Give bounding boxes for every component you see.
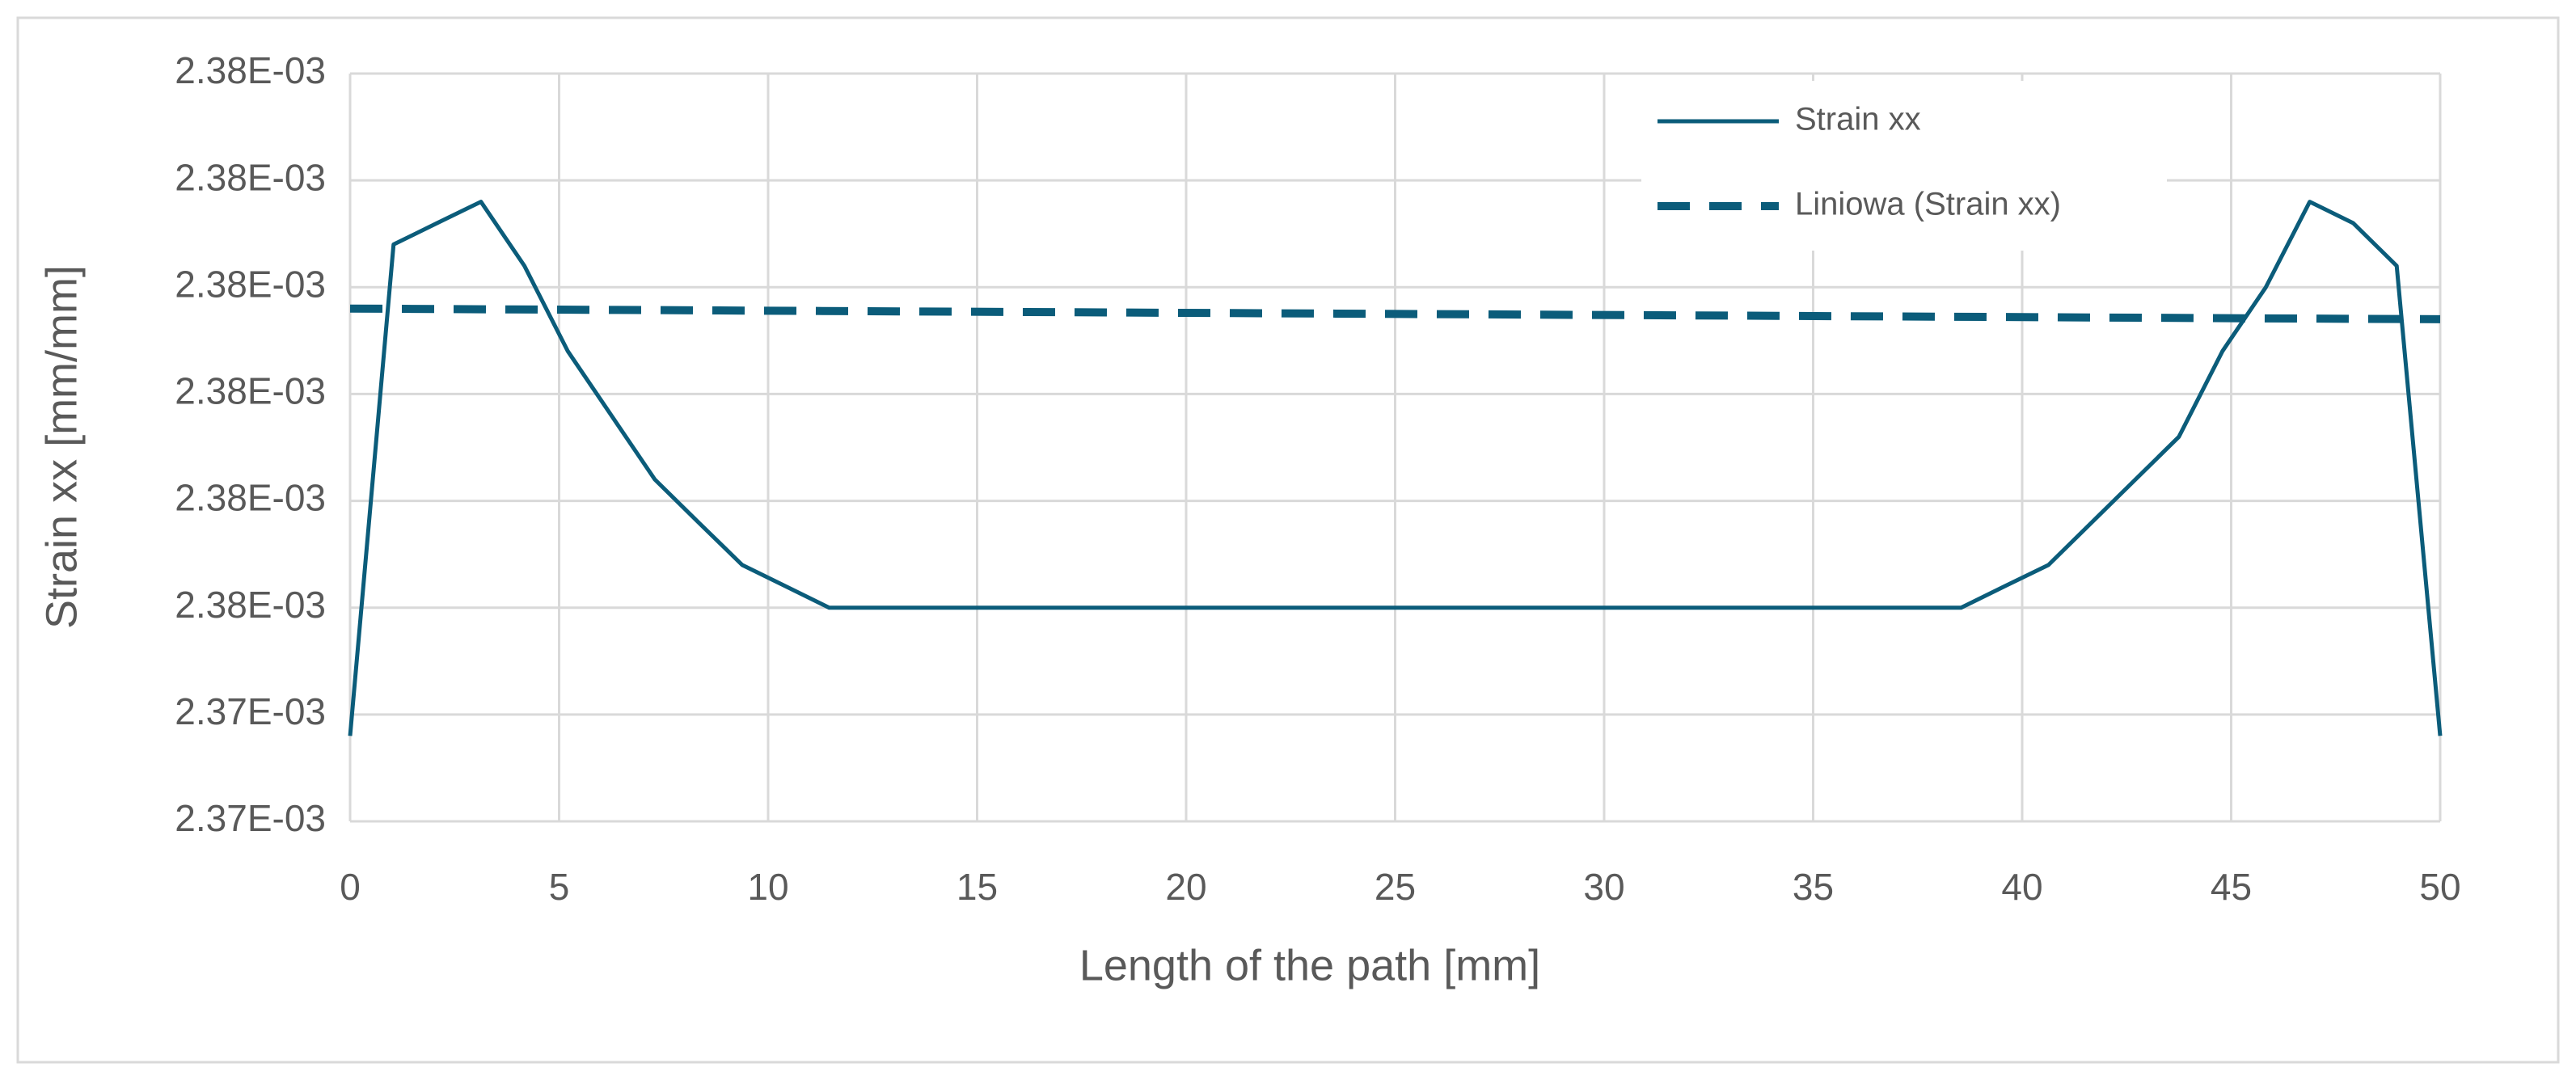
y-tick-label: 2.38E-03: [175, 49, 326, 91]
legend-box: [1641, 81, 2167, 251]
x-tick-label: 35: [1793, 866, 1834, 908]
y-tick-label: 2.38E-03: [175, 370, 326, 412]
x-axis-label: Length of the path [mm]: [1079, 941, 1540, 989]
y-tick-label: 2.37E-03: [175, 797, 326, 839]
x-tick-label: 15: [956, 866, 998, 908]
y-tick-label: 2.38E-03: [175, 584, 326, 626]
legend-label: Liniowa (Strain xx): [1795, 187, 2061, 222]
y-tick-label: 2.38E-03: [175, 156, 326, 198]
series-line: [348, 200, 2443, 736]
x-tick-label: 45: [2211, 866, 2252, 908]
x-tick-label: 30: [1583, 866, 1624, 908]
chart-border: [16, 16, 2560, 1064]
legend-label: Strain xx: [1795, 102, 1921, 137]
y-tick-label: 2.38E-03: [175, 477, 326, 519]
x-tick-label: 50: [2419, 866, 2460, 908]
x-tick-label: 40: [2001, 866, 2042, 908]
x-tick-label: 20: [1165, 866, 1206, 908]
x-tick-label: 0: [340, 866, 361, 908]
x-tick-label: 25: [1375, 866, 1416, 908]
x-tick-label: 5: [549, 866, 570, 908]
y-tick-label: 2.37E-03: [175, 690, 326, 732]
y-tick-label: 2.38E-03: [175, 263, 326, 305]
series-line: [349, 304, 2441, 323]
x-tick-label: 10: [747, 866, 788, 908]
y-axis-label: Strain xx [mm/mm]: [37, 265, 86, 629]
